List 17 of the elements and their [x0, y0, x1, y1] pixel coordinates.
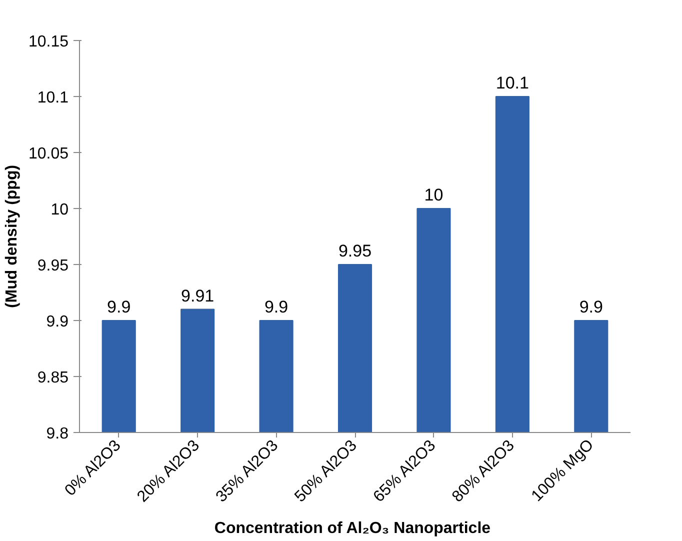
y-axis-title: (Mud density (ppg): [3, 164, 20, 308]
y-tick-label: 10.1: [37, 90, 69, 106]
y-tick-label: 9.85: [37, 370, 69, 386]
data-label: 9.91: [181, 286, 214, 306]
data-label: 9.95: [338, 242, 372, 260]
y-tick-label: 9.8: [46, 426, 69, 442]
y-tick-label: 10.05: [28, 146, 69, 162]
data-label: 10.1: [496, 74, 529, 92]
data-label: 9.9: [579, 298, 603, 316]
y-tick-label: 9.9: [46, 314, 69, 330]
data-label: 9.9: [107, 298, 131, 316]
data-label: 10: [424, 186, 444, 204]
y-tick-label: 9.95: [37, 258, 69, 274]
data-label: 9.9: [264, 298, 288, 316]
y-tick-label: 10: [50, 202, 69, 218]
y-tick-label: 10.15: [28, 34, 69, 50]
x-axis-title: Concentration of Al₂O₃ Nanoparticle: [214, 520, 491, 537]
